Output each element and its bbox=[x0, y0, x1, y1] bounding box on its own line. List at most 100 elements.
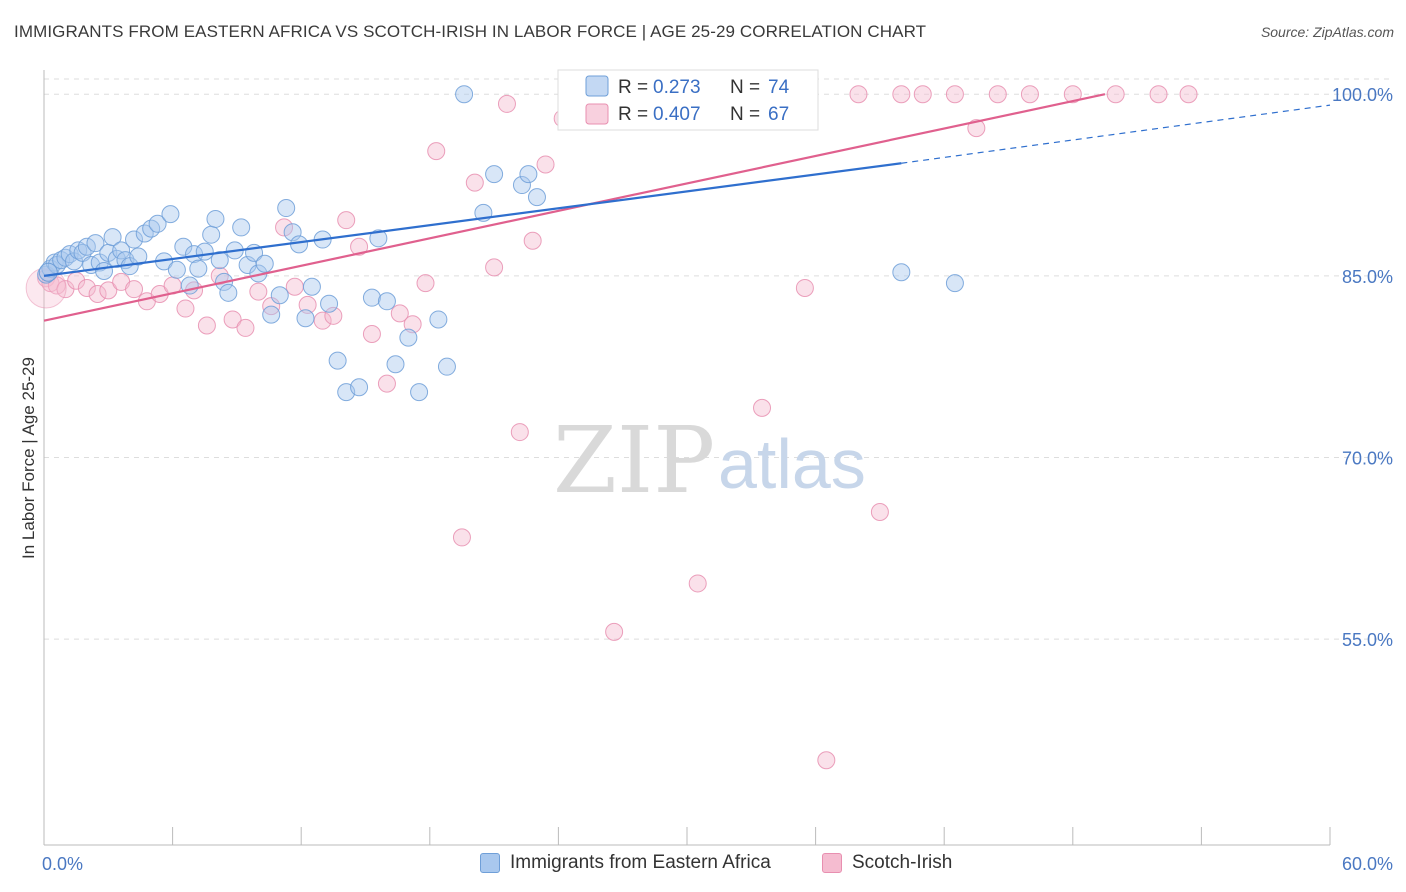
eastern-africa-point bbox=[270, 286, 289, 305]
legend-label-scotch-irish: Scotch-Irish bbox=[852, 852, 953, 873]
eastern-africa-point bbox=[362, 288, 381, 307]
eastern-africa-point bbox=[519, 165, 538, 184]
stats-pink-swatch bbox=[585, 103, 609, 125]
scotch-irish-point bbox=[510, 423, 529, 442]
scotch-irish-point bbox=[1020, 85, 1039, 104]
y-tick-label: 70.0% bbox=[1342, 449, 1393, 469]
eastern-africa-cluster bbox=[38, 262, 58, 282]
eastern-africa-point bbox=[219, 283, 238, 302]
eastern-africa-point bbox=[328, 351, 347, 370]
scotch-irish-point bbox=[465, 173, 484, 192]
trendlines bbox=[43, 93, 1331, 322]
scotch-irish-point bbox=[249, 282, 268, 301]
scotch-irish-point bbox=[753, 398, 772, 417]
gridlines bbox=[44, 78, 1392, 640]
y-tick-label: 85.0% bbox=[1342, 267, 1393, 287]
eastern-africa-point bbox=[320, 294, 339, 313]
x-tick-labels: 0.0% 60.0% bbox=[42, 854, 1393, 874]
legend-label-eastern-africa: Immigrants from Eastern Africa bbox=[510, 852, 771, 873]
eastern-africa-point bbox=[399, 328, 418, 347]
scotch-irish-point bbox=[485, 258, 504, 277]
scotch-irish-point bbox=[536, 155, 555, 174]
eastern-africa-point bbox=[429, 310, 448, 329]
y-tick-label: 100.0% bbox=[1332, 85, 1393, 105]
watermark-atlas: atlas bbox=[718, 425, 866, 503]
eastern-africa-point bbox=[437, 357, 456, 376]
eastern-africa-point bbox=[255, 254, 274, 273]
scotch-irish-point bbox=[817, 751, 836, 770]
scotch-irish-point bbox=[605, 622, 624, 641]
eastern-africa-point bbox=[167, 260, 186, 279]
scotch-irish-point bbox=[427, 142, 446, 161]
scotch-irish-point bbox=[795, 278, 814, 297]
scotch-irish-point bbox=[1063, 85, 1082, 104]
eastern-africa-point bbox=[232, 218, 251, 237]
scotch-irish-point bbox=[870, 502, 889, 521]
y-tick-label: 55.0% bbox=[1342, 630, 1393, 650]
scotch-irish-point bbox=[390, 304, 409, 323]
stats-blue-swatch bbox=[585, 75, 609, 97]
scotch-irish-point bbox=[416, 274, 435, 293]
scotch-irish-point bbox=[688, 574, 707, 593]
eastern-africa-point bbox=[103, 228, 122, 247]
legend-swatch-pink bbox=[822, 853, 842, 873]
scotch-irish-point bbox=[125, 280, 144, 299]
scotch-irish-point bbox=[1106, 85, 1125, 104]
eastern-africa-trendline-extension bbox=[901, 104, 1331, 164]
eastern-africa-point bbox=[206, 209, 225, 228]
scotch-irish-point bbox=[523, 231, 542, 250]
scotch-irish-point bbox=[452, 528, 471, 547]
eastern-africa-point bbox=[174, 237, 193, 256]
eastern-africa-points bbox=[37, 85, 964, 402]
scotch-irish-point bbox=[1149, 85, 1168, 104]
scotch-irish-point bbox=[967, 119, 986, 138]
eastern-africa-point bbox=[892, 263, 911, 282]
eastern-africa-point bbox=[202, 225, 221, 244]
eastern-africa-point bbox=[277, 199, 296, 218]
scotch-irish-point bbox=[1179, 85, 1198, 104]
eastern-africa-point bbox=[410, 383, 429, 402]
scotch-irish-point bbox=[298, 295, 317, 314]
eastern-africa-point bbox=[485, 165, 504, 184]
eastern-africa-point bbox=[302, 277, 321, 296]
scotch-irish-point bbox=[275, 218, 294, 237]
stats-blue-r-label: R = bbox=[618, 77, 648, 98]
eastern-africa-point bbox=[369, 229, 388, 248]
x-tick-label: 60.0% bbox=[1342, 854, 1393, 874]
eastern-africa-point bbox=[112, 241, 131, 260]
scotch-irish-point bbox=[849, 85, 868, 104]
stats-pink-r-label: R = bbox=[618, 104, 648, 125]
eastern-africa-trendline bbox=[43, 162, 902, 277]
scotch-irish-point bbox=[236, 318, 255, 337]
eastern-africa-point bbox=[129, 247, 148, 266]
eastern-africa-point bbox=[189, 259, 208, 278]
scotch-irish-point bbox=[892, 85, 911, 104]
scotch-irish-point bbox=[285, 277, 304, 296]
eastern-africa-point bbox=[148, 214, 167, 233]
eastern-africa-point bbox=[86, 234, 105, 253]
stats-pink-n-label: N = bbox=[730, 104, 760, 125]
eastern-africa-point bbox=[945, 274, 964, 293]
watermark-zip: ZIP bbox=[553, 407, 715, 514]
eastern-africa-point bbox=[195, 242, 214, 261]
scotch-irish-point bbox=[197, 316, 216, 335]
scotch-irish-point bbox=[913, 85, 932, 104]
scotch-irish-point bbox=[362, 324, 381, 343]
eastern-africa-point bbox=[377, 292, 396, 311]
eastern-africa-point bbox=[350, 378, 369, 397]
scotch-irish-point bbox=[77, 278, 96, 297]
stats-blue-n-label: N = bbox=[730, 77, 760, 98]
scotch-irish-point bbox=[988, 85, 1007, 104]
legend-item-scotch-irish[interactable]: Scotch-Irish bbox=[822, 852, 952, 874]
watermark: ZIP atlas bbox=[553, 407, 866, 514]
legend-item-eastern-africa[interactable]: Immigrants from Eastern Africa bbox=[480, 852, 771, 874]
scotch-irish-point bbox=[223, 310, 242, 329]
y-tick-labels: 100.0% 85.0% 70.0% 55.0% bbox=[1332, 85, 1393, 650]
stats-blue-n-value: 74 bbox=[768, 77, 790, 98]
scotch-irish-point bbox=[99, 281, 118, 300]
scotch-irish-point bbox=[176, 299, 195, 318]
scotch-irish-point bbox=[324, 306, 343, 325]
scotch-irish-point bbox=[497, 94, 516, 113]
eastern-africa-point bbox=[125, 230, 144, 249]
